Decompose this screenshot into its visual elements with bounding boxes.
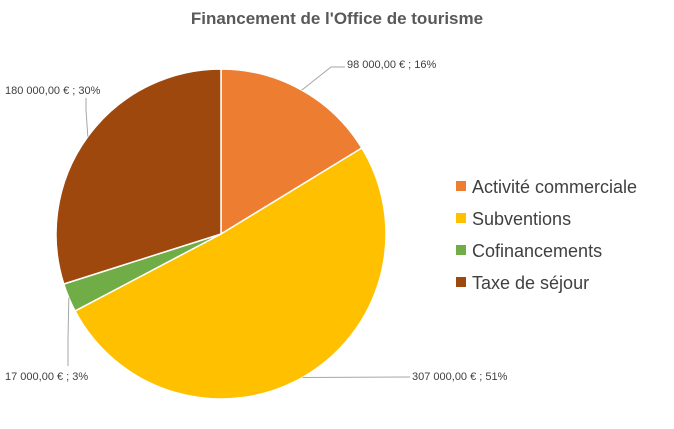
legend-label-3: Taxe de séjour	[472, 273, 589, 293]
data-labels: 98 000,00 € ; 16% 307 000,00 € ; 51% 17 00…	[5, 59, 508, 383]
leader-lines	[67, 66, 411, 378]
leader-line-3	[85, 98, 89, 137]
leader-line-0	[301, 66, 345, 91]
legend-label-0: Activité commerciale	[472, 177, 637, 197]
legend-swatch-0	[456, 181, 466, 191]
data-label-0: 98 000,00 € ; 16%	[347, 59, 437, 71]
data-label-2: 17 000,00 € ; 3%	[5, 371, 88, 383]
legend-label-1: Subventions	[472, 209, 571, 229]
leader-line-2	[67, 297, 70, 366]
pie-slices	[55, 68, 387, 400]
legend: Activité commerciale Subventions Cofinance…	[456, 177, 637, 293]
chart-title: Financement de l'Office de tourisme	[191, 9, 483, 28]
legend-swatch-3	[456, 277, 466, 287]
data-label-3: 180 000,00 € ; 30%	[5, 85, 101, 97]
legend-swatch-1	[456, 213, 466, 223]
data-label-1: 307 000,00 € ; 51%	[412, 371, 508, 383]
legend-swatch-2	[456, 245, 466, 255]
legend-label-2: Cofinancements	[472, 241, 602, 261]
pie-slice-3	[55, 68, 222, 285]
